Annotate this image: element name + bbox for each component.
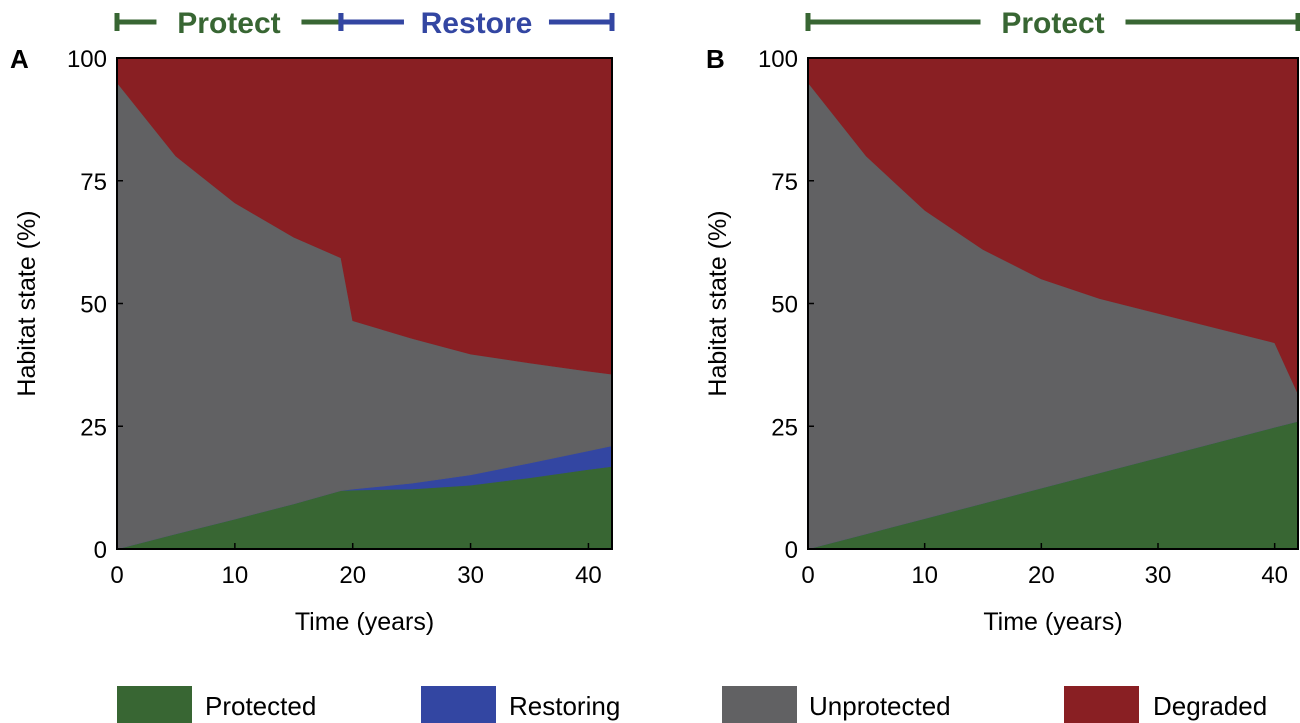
panel-b-x-tick-label: 30 <box>1145 562 1172 589</box>
panel-a: A Protect Restore 0 10 20 30 40 0 25 50 75 100 Tim… <box>10 7 615 636</box>
panel-a-y-tick-label: 0 <box>94 537 107 564</box>
legend-swatch-protected <box>117 686 192 723</box>
panel-b-plot-frame <box>807 57 1299 550</box>
panel-a-y-tick-label: 25 <box>80 414 107 441</box>
panel-b-areas <box>807 57 1299 550</box>
panel-a-phase-bar: Protect Restore <box>114 7 615 40</box>
panel-a-y-tick-label: 75 <box>80 169 107 196</box>
panel-a-plot-frame <box>116 57 613 550</box>
panel-a-x-tick-label: 40 <box>575 562 602 589</box>
panel-a-y-axis-title: Habitat state (%) <box>13 210 41 396</box>
panel-b-x-tick-label: 20 <box>1028 562 1055 589</box>
legend: Protected Restoring Unprotected Degraded <box>117 686 1267 723</box>
panel-a-y-tick-label: 100 <box>67 46 107 73</box>
panel-b-y-tick-label: 0 <box>785 537 798 564</box>
legend-swatch-degraded <box>1064 686 1139 723</box>
legend-swatch-restoring <box>421 686 496 723</box>
panel-b-x-tick-label: 0 <box>801 562 814 589</box>
panel-b-y-tick-label: 75 <box>771 169 798 196</box>
panel-b-x-axis-title: Time (years) <box>983 608 1122 636</box>
panel-b-x-tick-label: 10 <box>911 562 938 589</box>
panel-b-x-tick-label: 40 <box>1261 562 1288 589</box>
panel-a-x-tick-label: 20 <box>339 562 366 589</box>
panel-b-letter: B <box>706 44 725 74</box>
panel-b-y-tick-label: 25 <box>771 414 798 441</box>
panel-a-areas <box>116 57 613 550</box>
panel-b-phase-bar: Protect <box>805 7 1300 40</box>
legend-label-degraded: Degraded <box>1153 691 1267 721</box>
legend-label-restoring: Restoring <box>509 691 620 721</box>
panel-a-x-tick-label: 30 <box>457 562 484 589</box>
panel-b-phase-label-protect: Protect <box>1001 7 1104 40</box>
panel-b-ticks: 0 10 20 30 40 0 25 50 75 100 <box>758 46 1288 589</box>
panel-b-y-tick-label: 50 <box>771 292 798 319</box>
legend-swatch-unprotected <box>722 686 797 723</box>
panel-b: B Protect 0 10 20 30 40 0 25 50 75 100 Time (year… <box>704 7 1300 636</box>
panel-a-x-tick-label: 10 <box>222 562 249 589</box>
panel-b-y-tick-label: 100 <box>758 46 798 73</box>
panel-a-phase-label-restore: Restore <box>421 7 533 40</box>
legend-label-unprotected: Unprotected <box>809 691 951 721</box>
panel-b-y-axis-title: Habitat state (%) <box>704 210 732 396</box>
panel-a-y-tick-label: 50 <box>80 292 107 319</box>
panel-a-x-tick-label: 0 <box>110 562 123 589</box>
panel-a-letter: A <box>10 44 29 74</box>
panel-a-phase-label-protect: Protect <box>177 7 280 40</box>
panel-a-x-axis-title: Time (years) <box>295 608 434 636</box>
panel-a-ticks: 0 10 20 30 40 0 25 50 75 100 <box>67 46 602 589</box>
legend-label-protected: Protected <box>205 691 316 721</box>
